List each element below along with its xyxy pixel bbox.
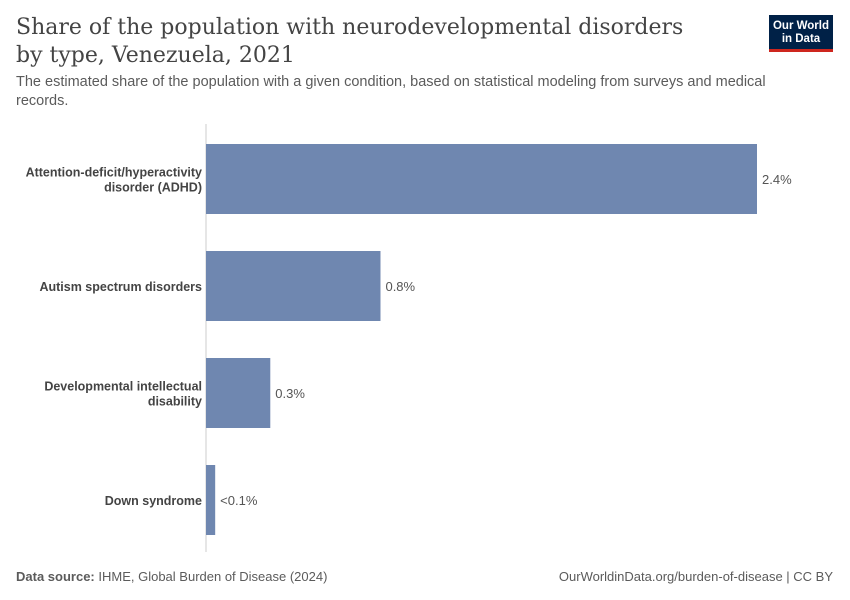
owid-logo[interactable]: Our World in Data: [769, 15, 833, 52]
value-label-2: 0.3%: [275, 386, 305, 401]
bar-3[interactable]: [206, 465, 216, 535]
bar-chart: 2.4% Attention-deficit/hyperactivity disor…: [26, 124, 792, 552]
bar-0[interactable]: [206, 144, 757, 214]
data-source-text[interactable]: IHME, Global Burden of Disease (2024): [98, 569, 328, 584]
data-source: Data source: IHME, Global Burden of Dise…: [16, 569, 327, 584]
chart-title: Share of the population with neurodevelo…: [16, 15, 684, 68]
value-label-3: <0.1%: [220, 493, 258, 508]
data-source-label: Data source:: [16, 569, 95, 584]
chart-subtitle: The estimated share of the population wi…: [16, 74, 766, 109]
category-label-3: Down syndrome: [105, 494, 202, 508]
category-label-1: Autism spectrum disorders: [39, 280, 202, 294]
logo-line-1: Our World: [772, 20, 829, 32]
value-label-1: 0.8%: [385, 279, 415, 294]
category-label-0: Attention-deficit/hyperactivity disorder …: [26, 166, 202, 195]
bar-2[interactable]: [206, 358, 271, 428]
value-label-0: 2.4%: [762, 172, 792, 187]
source-url[interactable]: OurWorldinData.org/burden-of-disease | C…: [558, 569, 833, 584]
logo-line-2: in Data: [781, 33, 821, 45]
category-label-2: Developmental intellectual disability: [44, 380, 202, 409]
bar-1[interactable]: [206, 251, 381, 321]
